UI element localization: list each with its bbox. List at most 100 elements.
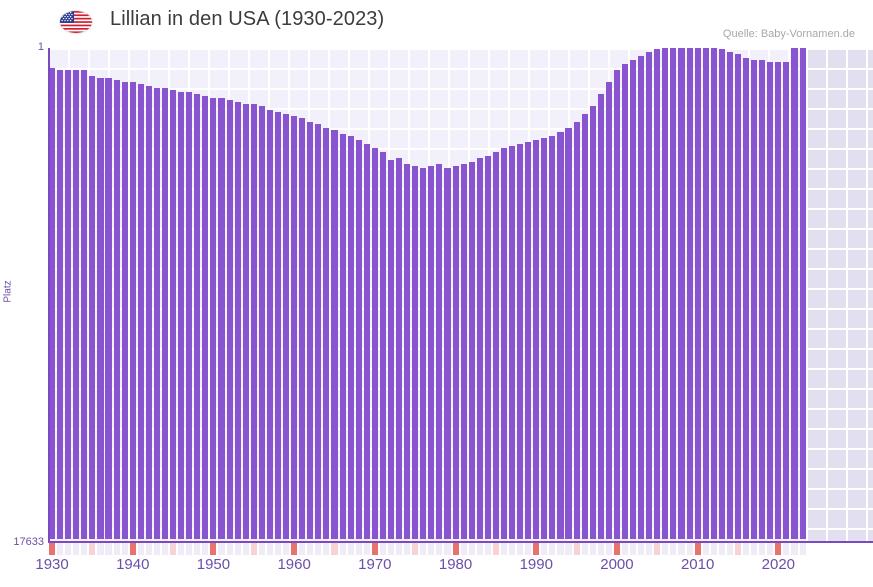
bar [371,148,378,539]
bar [702,48,709,539]
x-axis-tick [412,543,419,555]
x-axis-tick [605,543,612,555]
page-title: Lillian in den USA (1930-2023) [110,8,385,30]
bar [654,49,661,539]
x-axis-tick-label: 2020 [761,556,796,573]
bar [597,94,604,539]
bar [81,70,88,539]
bar [412,166,419,539]
x-axis-tick [791,543,798,555]
x-axis-tick [476,543,483,555]
bar [274,112,282,539]
x-axis-tick [234,543,241,555]
y-axis-bottom-value: 17633 [13,536,44,548]
bar [638,56,645,539]
chart-header: Lillian in den USA (1930-2023) Quelle: B… [0,0,873,42]
bar [363,144,370,539]
bar [605,82,612,539]
bar [799,48,806,539]
bar [767,62,774,539]
x-axis-tick [250,543,257,555]
bar [589,106,596,539]
x-axis-tick [170,543,177,555]
bar [404,164,411,539]
bar [202,96,209,539]
x-axis-tick [743,543,750,555]
bar [694,48,701,539]
bar [541,138,548,539]
x-axis-tick [718,543,725,555]
bar [291,116,298,539]
x-axis-tick-label: 1960 [277,556,311,573]
bar [178,92,185,539]
plot-area-future-shade [806,48,873,543]
bar [266,110,273,539]
bar [751,60,758,539]
bar [307,122,314,539]
bar-series [48,48,873,543]
bar [726,52,733,539]
x-axis-tick [379,543,386,555]
bar [444,168,451,539]
x-axis-tick [799,543,806,555]
bar [533,140,540,539]
bar [759,60,766,539]
x-axis-tick [646,543,653,555]
bar [161,88,169,539]
bar [250,104,257,539]
bar [145,86,152,539]
x-axis-tick [355,543,362,555]
x-axis-tick [678,543,685,555]
bar [686,48,693,539]
bar [670,48,677,539]
bar [355,140,362,539]
x-axis-tick [573,543,580,555]
x-axis-tick [396,543,403,555]
bar [387,160,395,539]
bar [613,70,620,539]
bar [476,158,483,539]
x-axis-tick [694,543,701,555]
bar [137,84,144,539]
x-axis-tick [565,543,572,555]
bar [678,48,685,539]
bar [49,68,56,539]
x-axis-tick-strip [48,543,873,555]
x-axis-tick [57,543,64,555]
x-axis-tick-label: 1940 [116,556,150,573]
bar [129,82,136,539]
bar [153,88,160,539]
x-axis-tick [775,543,782,555]
x-axis-tick [291,543,298,555]
bar [331,130,338,539]
bar [630,60,637,539]
x-axis-tick [759,543,766,555]
x-axis-tick [492,543,499,555]
bar [113,80,120,539]
x-axis-tick-label: 1970 [358,556,392,573]
x-axis-tick-label: 2010 [680,556,715,573]
bar [718,49,725,539]
x-axis-tick [323,543,330,555]
bar [460,164,467,539]
bar [500,148,507,539]
x-axis-tick [589,543,596,555]
bar [621,64,629,539]
x-axis-tick [484,543,491,555]
source-attribution: Quelle: Baby-Vornamen.de [722,28,855,40]
bar [73,70,80,539]
x-axis-tick [452,543,459,555]
x-axis-tick [517,543,524,555]
x-axis-tick [404,543,411,555]
x-axis-tick [783,543,790,555]
x-axis-tick [242,543,249,555]
bar [234,102,241,539]
bar [734,54,742,539]
bar [557,132,564,539]
bar [783,62,790,539]
bar [428,166,435,539]
bar [508,146,516,539]
bar [283,114,290,539]
x-axis-tick [283,543,290,555]
